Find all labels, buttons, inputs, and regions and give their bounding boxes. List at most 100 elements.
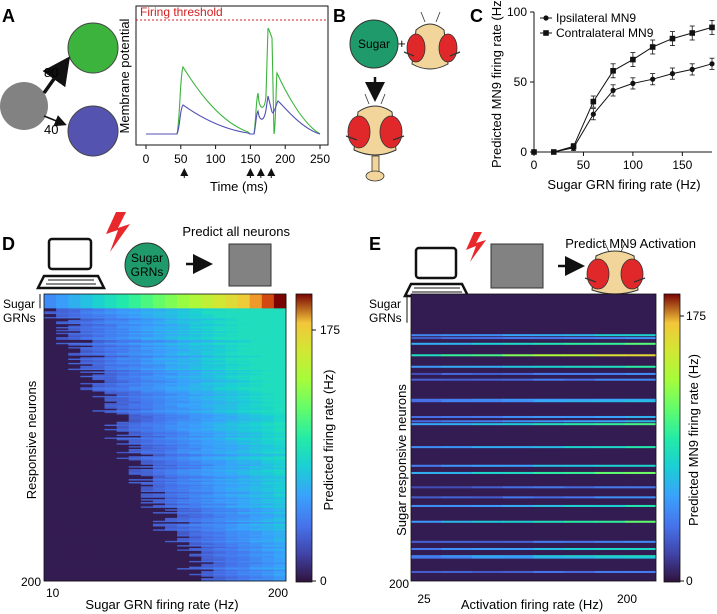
panel-d-cell: [44, 484, 57, 487]
panel-d-cell: [237, 403, 251, 405]
panel-d-cell: [249, 385, 263, 388]
panel-d-cell: [213, 354, 226, 357]
panel-d-cell: [177, 405, 190, 408]
panel-d-cell: [165, 364, 178, 367]
panel-d-cell: [104, 403, 117, 405]
panel-d-cell: [68, 393, 81, 395]
panel-d-cell: [201, 545, 214, 547]
panel-d-cell: [104, 492, 117, 494]
panel-d-cell: [261, 382, 275, 385]
panel-d-cell: [128, 487, 142, 490]
panel-d-cell: [201, 558, 214, 560]
panel-d-cell: [237, 558, 251, 560]
panel-d-cell: [213, 474, 226, 477]
panel-d-cell: [104, 470, 117, 473]
panel-e-cell: [564, 555, 596, 558]
panel-d-cell: [140, 347, 154, 349]
panel-d-cell: [237, 361, 251, 364]
panel-d-cell: [56, 492, 69, 494]
panel-d-cell: [165, 413, 178, 415]
panel-d-cell: [201, 375, 214, 378]
panel-e-cell: [411, 555, 443, 558]
panel-d-cell: [104, 461, 117, 464]
panel-d-cell: [237, 553, 251, 556]
panel-d-cell: [140, 522, 154, 524]
panel-d-cell: [273, 382, 287, 385]
panel-d-cell: [56, 578, 69, 580]
panel-d-cell: [261, 507, 275, 510]
panel-d-cell: [56, 573, 69, 576]
panel-d-cell: [56, 365, 69, 368]
panel-d-cell: [80, 441, 93, 444]
panel-d-cell: [140, 512, 154, 514]
panel-d-cell: [140, 334, 154, 337]
panel-d-cell: [273, 427, 287, 430]
panel-d-cell: [177, 562, 190, 565]
panel-d-cell: [273, 327, 287, 329]
panel-d-cell: [128, 358, 142, 361]
panel-e-row-label-1: Sugar: [369, 297, 401, 311]
panel-d-cell: [261, 337, 275, 339]
panel-d-cell: [116, 349, 130, 352]
panel-d-cell: [213, 395, 226, 398]
panel-d-cell: [165, 387, 178, 390]
panel-d-cell: [80, 393, 93, 395]
panel-d-cell: [201, 404, 214, 407]
panel-d-cell: [56, 529, 69, 532]
panel-d-cell: [261, 517, 275, 520]
panel-d-cell: [104, 329, 117, 332]
panel-d-cell: [56, 390, 69, 392]
panel-d-cell: [261, 318, 275, 321]
panel-e-cell: [594, 334, 626, 337]
panel-d-cell: [177, 566, 190, 569]
panel-d-cell: [68, 526, 81, 529]
panel-d-cell: [177, 426, 190, 428]
panel-d-cell: [68, 305, 81, 308]
panel-d-cell: [237, 410, 251, 413]
panel-d-cell: [44, 430, 57, 433]
panel-d-cell: [68, 410, 81, 413]
panel-d-cell: [273, 553, 287, 556]
panel-d-cell: [249, 407, 263, 410]
panel-d-cell: [189, 348, 202, 351]
panel-d-cell: [56, 543, 69, 546]
panel-d-cell: [165, 579, 178, 582]
panel-d-cell: [201, 398, 214, 401]
panel-d-cell: [261, 371, 275, 374]
panel-d-cell: [152, 473, 166, 476]
panel-d-cell: [80, 400, 93, 403]
panel-c-legend-marker: [543, 15, 549, 21]
panel-d-cell: [116, 437, 130, 440]
panel-d-cell: [261, 365, 275, 368]
panel-d-cell: [177, 314, 190, 316]
panel-e-cell: [564, 504, 596, 507]
panel-d-cell: [237, 314, 251, 316]
panel-d-cell: [237, 506, 251, 509]
panel-c-x-ticks: 0 50 100 150: [531, 152, 693, 172]
panel-d-cell: [140, 335, 154, 338]
panel-d-cell: [104, 418, 117, 421]
panel-d-cell: [177, 431, 190, 434]
panel-d-cell: [140, 318, 154, 321]
panel-d-cell: [237, 487, 251, 490]
panel-d-cell: [177, 522, 190, 524]
panel-d-cell: [68, 514, 81, 517]
panel-d-cell: [225, 572, 238, 575]
panel-d-cell: [189, 443, 202, 446]
panel-d-cell: [201, 513, 214, 516]
panel-e-cell: [564, 372, 596, 375]
panel-d-cell: [104, 357, 117, 359]
panel-d-cell: [273, 500, 287, 503]
panel-d-cell: [44, 388, 57, 391]
panel-d-cell: [177, 464, 190, 467]
panel-d-cell: [80, 368, 93, 371]
panel-d-cell: [189, 549, 202, 552]
panel-d-cell: [152, 322, 166, 325]
panel-d-cell: [177, 481, 190, 484]
panel-d-cell: [213, 461, 226, 464]
panel-d-cell: [225, 461, 238, 464]
panel-d-cell: [165, 397, 178, 400]
panel-d-cell: [189, 413, 202, 415]
panel-d-cell: [249, 309, 263, 312]
panel-d-cell: [165, 471, 178, 474]
